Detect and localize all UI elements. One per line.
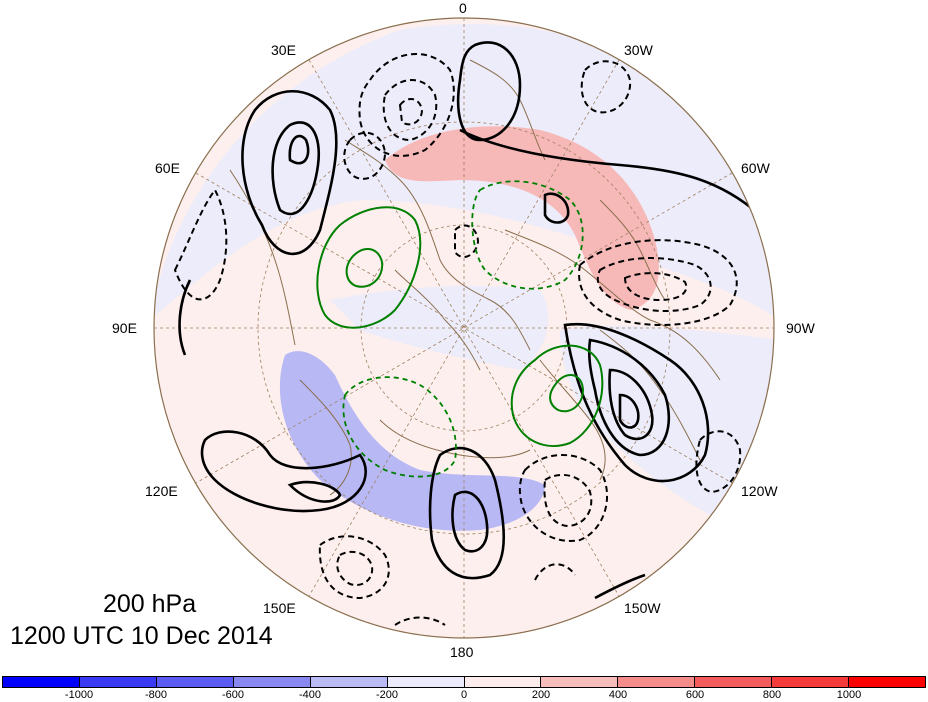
map-boundary — [153, 17, 775, 639]
positive-contours — [178, 41, 761, 600]
lon-label-60e: 60E — [155, 160, 180, 176]
colorbar-tick-label: 400 — [608, 689, 628, 701]
colorbar-tick-label: 200 — [531, 689, 551, 701]
colorbar-segment — [387, 677, 465, 687]
lon-label-30e: 30E — [271, 42, 296, 58]
colorbar-tick-label: 600 — [685, 689, 705, 701]
colorbar-segment — [233, 677, 311, 687]
colorbar-segment — [849, 677, 926, 687]
colorbar-tick-label: -1000 — [64, 689, 94, 701]
lon-label-0: 0 — [459, 0, 467, 16]
negative-shading-strong-band — [279, 351, 545, 531]
colorbar — [2, 676, 926, 688]
colorbar-tick-label: -600 — [221, 689, 245, 701]
colorbar-tick-label: -800 — [144, 689, 168, 701]
pressure-level-label: 200 hPa — [103, 590, 197, 618]
lon-label-150w: 150W — [624, 600, 661, 616]
colorbar-tick-label: 1000 — [836, 689, 862, 701]
lon-label-30w: 30W — [624, 42, 653, 58]
green-contours — [316, 206, 604, 447]
lon-label-180: 180 — [450, 644, 474, 660]
colorbar-segment — [79, 677, 157, 687]
colorbar-segment — [541, 677, 619, 687]
lon-label-60w: 60W — [741, 160, 770, 176]
valid-time-label: 1200 UTC 10 Dec 2014 — [10, 622, 273, 650]
green-dashed-contours — [342, 180, 584, 478]
lon-label-150e: 150E — [263, 600, 296, 616]
negative-contours — [173, 53, 742, 626]
colorbar-segment — [464, 677, 542, 687]
colorbar-tick-label: -200 — [375, 689, 399, 701]
lon-label-120w: 120W — [741, 483, 778, 499]
negative-shading-light-center — [330, 285, 549, 370]
colorbar-tick-label: -400 — [298, 689, 322, 701]
lon-label-90w: 90W — [786, 320, 815, 336]
lon-label-90e: 90E — [112, 320, 137, 336]
positive-shading-red-band — [385, 126, 659, 310]
lon-label-120e: 120E — [145, 483, 178, 499]
colorbar-tick-label: 0 — [460, 689, 468, 701]
colorbar-segment — [618, 677, 696, 687]
map-field — [154, 18, 774, 638]
colorbar-segment — [772, 677, 850, 687]
colorbar-segment — [695, 677, 773, 687]
colorbar-tick-label: 800 — [762, 689, 782, 701]
colorbar-segment — [3, 677, 80, 687]
colorbar-segment — [310, 677, 388, 687]
colorbar-segment — [156, 677, 234, 687]
coastlines — [229, 59, 721, 496]
